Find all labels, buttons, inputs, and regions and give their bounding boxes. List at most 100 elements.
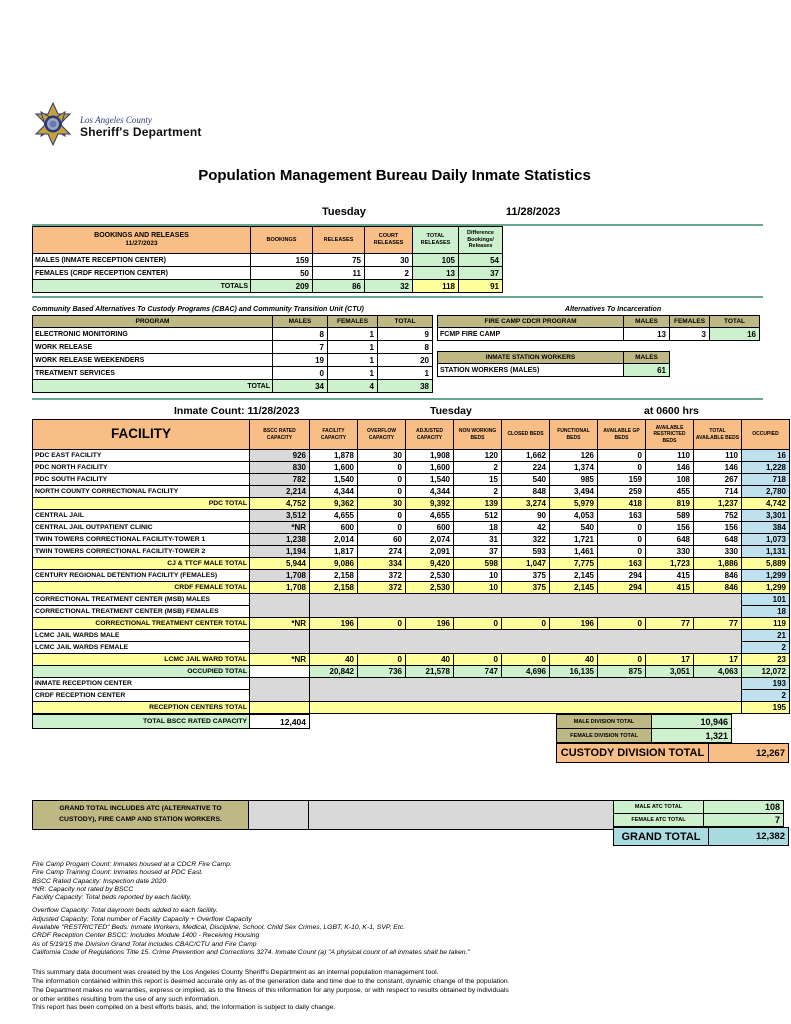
agency-name: Los Angeles County Sheriff's Department (80, 115, 202, 139)
total-cell: 4 (327, 379, 378, 393)
row-label: ELECTRONIC MONITORING (32, 327, 273, 341)
value-cell: 17 (693, 653, 742, 666)
value-cell: 10 (453, 569, 502, 582)
facility-row: CENTRAL JAIL 3,512 4,655 0 4,655 512 90 4,053 16… (32, 509, 790, 522)
value-cell: 2,145 (549, 581, 598, 594)
column-header: ADJUSTED CAPACITY (405, 419, 454, 450)
facility-row: CENTURY REGIONAL DETENTION FACILITY (FEM… (32, 569, 790, 582)
bookings-totals-row: TOTALS 209 86 32 118 91 (32, 279, 503, 293)
fire-camp-header-row: FIRE CAMP CDCR PROGRAM MALES FEMALES TOT… (437, 315, 760, 328)
value-cell: 0 (357, 521, 406, 534)
separator-line (32, 398, 763, 400)
grand-total-value: 12,382 (708, 827, 789, 846)
value-cell: 1 (327, 340, 378, 354)
atc-totals: MALE ATC TOTAL 108 FEMALE ATC TOTAL 7 GR… (613, 800, 789, 846)
custody-division-total-table: CUSTODY DIVISION TOTAL 12,267 (556, 743, 789, 763)
value-cell: 3 (669, 327, 710, 341)
column-header: TOTAL RELEASES (412, 226, 459, 254)
cbac-row: ELECTRONIC MONITORING 8 1 9 (32, 327, 433, 341)
column-header: AVAILABLE GP BEDS (597, 419, 646, 450)
value-cell: 1,238 (249, 533, 310, 546)
facility-label: PDC NORTH FACILITY (32, 461, 250, 474)
value-cell: 163 (597, 509, 646, 522)
value-cell: 267 (693, 473, 742, 486)
occupied-cell: 101 (741, 593, 790, 606)
facility-label: CORRECTIONAL TREATMENT CENTER (MSB) FEMA… (32, 605, 250, 618)
value-cell: 5,979 (549, 497, 598, 510)
disclaimer-line: This report has been compiled on a best … (32, 1004, 336, 1012)
grand-total-section: GRAND TOTAL INCLUDES ATC (ALTERNATIVE TO… (32, 800, 789, 849)
facility-row: LCMC JAIL WARDS FEMALE 2 (32, 641, 790, 654)
value-cell: 156 (645, 521, 694, 534)
value-cell: 18 (453, 521, 502, 534)
male-division-row: MALE DIVISION TOTAL 10,946 (556, 714, 732, 729)
ati-title: Alternatives To Incarceration (564, 306, 662, 313)
value-cell: 61 (623, 363, 670, 377)
value-cell: 146 (693, 461, 742, 474)
value-cell: 126 (549, 449, 598, 462)
occupied-cell: 1,131 (741, 545, 790, 558)
occupied-cell: 1,228 (741, 461, 790, 474)
bookings-releases-table: BOOKINGS AND RELEASES 11/27/2023 BOOKING… (32, 226, 503, 293)
value-cell: 8 (377, 340, 433, 354)
occupied-cell: 16 (741, 449, 790, 462)
empty-cell (249, 701, 310, 714)
column-header: TOTAL AVAILABLE BEDS (693, 419, 742, 450)
row-label: STATION WORKERS (MALES) (437, 363, 624, 377)
facility-label: CENTURY REGIONAL DETENTION FACILITY (FEM… (32, 569, 250, 582)
total-cell: 209 (250, 279, 313, 293)
row-label: FEMALES (CRDF RECEPTION CENTER) (32, 266, 251, 280)
value-cell: 274 (357, 545, 406, 558)
occupied-cell: 4,742 (741, 497, 790, 510)
facility-row: TWIN TOWERS CORRECTIONAL FACILITY-TOWER … (32, 545, 790, 558)
value-cell: 598 (453, 557, 502, 570)
day-date-row: Tuesday 11/28/2023 (32, 206, 757, 218)
occupied-cell: 1,299 (741, 581, 790, 594)
value-cell: 40 (405, 653, 454, 666)
footnote-line: Fire Camp Training Count: Inmates housed… (32, 869, 204, 877)
value-cell: 4,053 (549, 509, 598, 522)
column-header: MALES (623, 351, 670, 364)
value-cell: 593 (501, 545, 550, 558)
value-cell: 2 (364, 266, 413, 280)
column-header: PROGRAM (32, 315, 273, 328)
column-header: TOTAL (377, 315, 433, 328)
value-cell: 4,063 (693, 665, 742, 678)
female-division-row: FEMALE DIVISION TOTAL 1,321 (556, 728, 732, 743)
total-cell: 32 (364, 279, 413, 293)
total-cell: 34 (272, 379, 328, 393)
footnote-line: As of 5/19/15 the Division Grand Total i… (32, 940, 257, 948)
facility-label: PDC EAST FACILITY (32, 449, 250, 462)
value-cell: 330 (645, 545, 694, 558)
disclaimer-line: The information contained within this re… (32, 977, 510, 985)
value-cell: 330 (693, 545, 742, 558)
facility-row: PDC TOTAL 4,752 9,362 30 9,392 139 3,274 5,979 4… (32, 497, 790, 510)
sheriff-badge-icon (32, 101, 74, 151)
value-cell: 21,578 (405, 665, 454, 678)
value-cell: *NR (249, 653, 310, 666)
value-cell: 31 (453, 533, 502, 546)
total-value: 12,404 (249, 714, 310, 729)
column-header: TOTAL (709, 315, 760, 328)
header: Los Angeles County Sheriff's Department (32, 0, 791, 151)
value-cell: 540 (501, 473, 550, 486)
division-totals-table: MALE DIVISION TOTAL 10,946 FEMALE DIVISI… (556, 714, 732, 743)
column-header: MALES (623, 315, 670, 328)
value-cell: 9,362 (309, 497, 358, 510)
value-cell: 2,074 (405, 533, 454, 546)
value-cell: 110 (645, 449, 694, 462)
facility-label: INMATE RECEPTION CENTER (32, 677, 250, 690)
value-cell: 15 (453, 473, 502, 486)
value-cell: 1,723 (645, 557, 694, 570)
occupied-cell: 384 (741, 521, 790, 534)
empty-cell (249, 629, 310, 642)
merged-empty-cell (309, 701, 742, 714)
cbac-header-row: PROGRAM MALES FEMALES TOTAL (32, 315, 433, 328)
station-workers-header: INMATE STATION WORKERS (437, 351, 624, 364)
inmate-count-caption: Inmate Count: 11/28/2023 Tuesday at 0600… (32, 405, 789, 419)
value-cell: 1,878 (309, 449, 358, 462)
grand-total-note: GRAND TOTAL INCLUDES ATC (ALTERNATIVE TO… (32, 800, 249, 830)
facility-label: TWIN TOWERS CORRECTIONAL FACILITY-TOWER … (32, 545, 250, 558)
occupied-cell: 5,889 (741, 557, 790, 570)
value-cell: *NR (249, 617, 310, 630)
